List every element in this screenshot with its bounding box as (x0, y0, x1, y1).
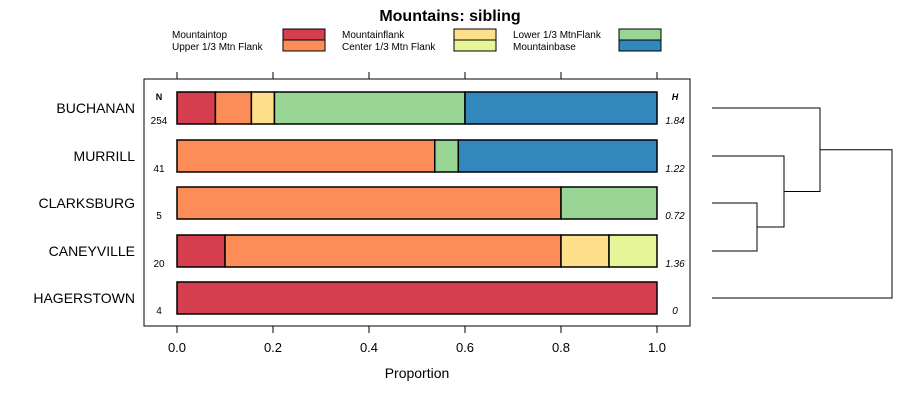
h-value: 0 (672, 306, 678, 317)
x-tick-label: 1.0 (648, 340, 666, 355)
n-value: 41 (153, 164, 165, 175)
bar-segment (176, 91, 217, 125)
x-tick-label: 0.2 (264, 340, 282, 355)
legend-swatch (282, 39, 326, 52)
dendrogram (712, 107, 893, 299)
legend-swatch (618, 28, 662, 41)
x-tick-label: 0.8 (552, 340, 570, 355)
category-label: CLARKSBURG (39, 195, 135, 211)
category-label: CANEYVILLE (49, 243, 135, 259)
dendrogram-branch (712, 202, 758, 252)
legend-swatch (282, 28, 326, 41)
legend-label: Mountaintop (172, 30, 227, 41)
n-value: 20 (153, 259, 165, 270)
n-value: 254 (151, 116, 168, 127)
h-value: 1.22 (665, 164, 685, 175)
x-tick-label: 0.6 (456, 340, 474, 355)
dendrogram-branch (712, 155, 785, 228)
n-column-header: N (156, 92, 163, 102)
legend-label: Mountainflank (342, 30, 405, 41)
x-axis-ticks (176, 72, 658, 333)
n-value: 4 (156, 306, 162, 317)
bar-segment (176, 281, 658, 315)
bar-segment (560, 234, 610, 268)
legend-label: Lower 1/3 MtnFlank (513, 30, 602, 41)
legend-swatch (618, 39, 662, 52)
x-tick-label: 0.4 (360, 340, 378, 355)
legend-label: Mountainbase (513, 42, 576, 53)
dendrogram-branch (712, 149, 893, 299)
chart-title: Mountains: sibling (379, 8, 520, 25)
category-label: BUCHANAN (56, 100, 135, 116)
h-value: 1.36 (665, 259, 685, 270)
h-column-header: H (672, 92, 679, 102)
bar-segment (176, 186, 562, 220)
h-value: 0.72 (665, 211, 685, 222)
bar-segment (224, 234, 562, 268)
bar-segment (273, 91, 466, 125)
legend-label: Upper 1/3 Mtn Flank (172, 42, 264, 53)
n-value: 5 (156, 211, 162, 222)
bar-segment (176, 234, 226, 268)
bar-segment (560, 186, 658, 220)
legend-swatch (453, 39, 497, 52)
legend: Mountaintop Upper 1/3 Mtn Flank Mountain… (172, 28, 662, 53)
category-label: MURRILL (74, 148, 136, 164)
bar-segment (608, 234, 658, 268)
bar-segment (434, 139, 460, 173)
bar-segment (214, 91, 253, 125)
dendrogram-branch (712, 107, 821, 192)
bar-segment (464, 91, 658, 125)
category-label: HAGERSTOWN (33, 290, 135, 306)
legend-label: Center 1/3 Mtn Flank (342, 42, 436, 53)
legend-swatch (453, 28, 497, 41)
h-value: 1.84 (665, 116, 685, 127)
bar-segment (457, 139, 658, 173)
x-axis-label: Proportion (385, 365, 450, 381)
bar-segment (250, 91, 276, 125)
x-tick-label: 0.0 (168, 340, 186, 355)
bar-segment (176, 139, 436, 173)
stacked-bars (176, 91, 658, 315)
plot-panel (143, 78, 691, 327)
